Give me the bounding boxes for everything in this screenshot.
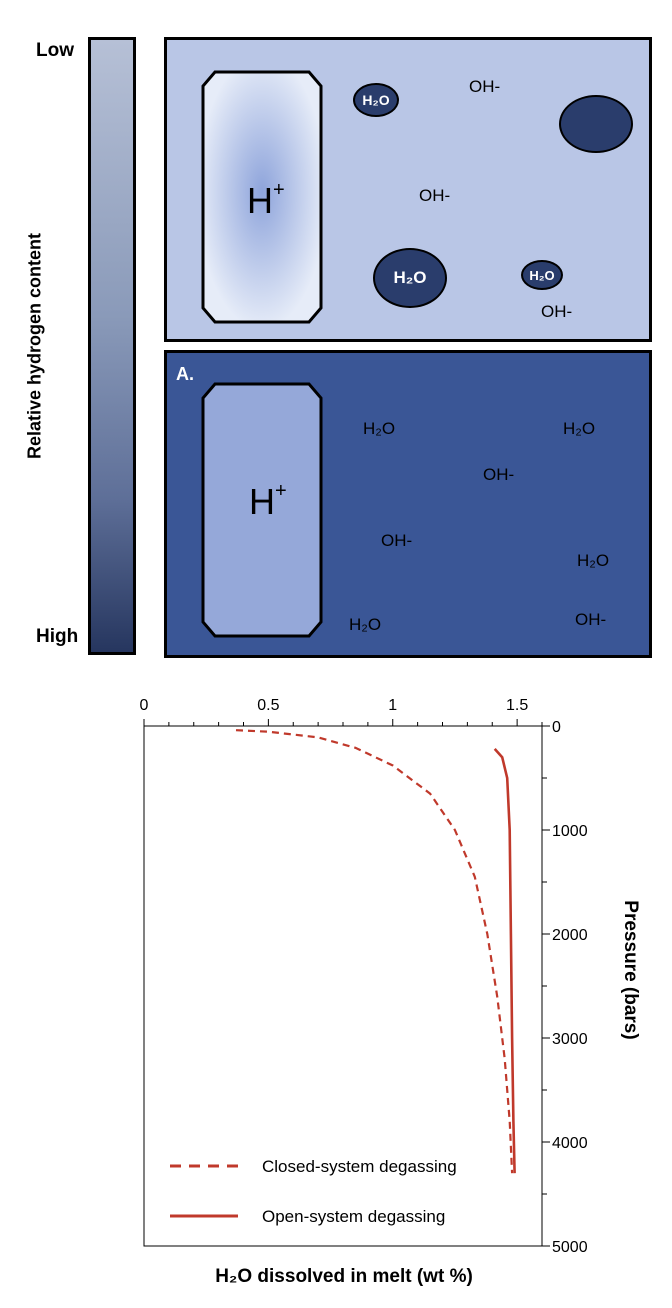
degassing-chart: 0 0.5 1 1.5 0 1000 2000 3000 4000 5000 Closed-syst… (140, 697, 588, 1256)
water-bubble: H₂O (521, 260, 563, 290)
legend-label: Closed-system degassing (262, 1157, 457, 1176)
y-tick-label: 0 (552, 719, 561, 736)
x-tick-label: 0.5 (257, 697, 279, 714)
x-axis-title: H₂O dissolved in melt (wt %) (215, 1266, 473, 1287)
h-plus-box-bottom (201, 382, 323, 638)
water-bubble: H₂O (373, 248, 447, 308)
hydroxyl-label: OH- (541, 302, 573, 321)
water-bubble: H₂O (353, 83, 399, 117)
hydroxyl-label: OH- (575, 610, 607, 629)
water-label: H₂O (563, 419, 596, 438)
open-system-curve (493, 748, 516, 1174)
water-label: H₂O (577, 551, 610, 570)
h-plus-box-top (201, 70, 323, 324)
y-tick-label: 3000 (552, 1031, 588, 1048)
hydroxyl-label: OH- (469, 77, 501, 96)
y-tick-label: 2000 (552, 927, 588, 944)
x-tick-label: 1 (388, 697, 397, 714)
legend-label: Open-system degassing (262, 1207, 445, 1226)
bottom-panel: H+ H₂O H₂O OH- OH- H₂O H₂O OH- (164, 350, 652, 658)
hydrogen-gradient-bar (88, 37, 136, 655)
closed-system-curve (235, 729, 514, 1174)
x-tick-label: 0 (140, 697, 149, 714)
water-label: H₂O (363, 419, 396, 438)
h-plus-label-bottom: H+ (249, 480, 287, 522)
hydroxyl-label: OH- (381, 531, 413, 550)
low-label: Low (36, 40, 74, 61)
hydroxyl-label: OH- (419, 186, 451, 205)
hydroxyl-label: OH- (483, 465, 515, 484)
water-bubble-large (559, 95, 633, 153)
y-tick-label: 4000 (552, 1135, 588, 1152)
high-label: High (36, 626, 79, 647)
water-label: H₂O (349, 615, 382, 634)
panel-a-label: A. (176, 364, 194, 384)
top-panel: H+ H₂O OH- OH- H₂O H₂O OH- (164, 37, 652, 342)
x-tick-label: 1.5 (506, 697, 528, 714)
y-tick-label: 1000 (552, 823, 588, 840)
h-plus-label-top: H+ (247, 179, 285, 221)
y-tick-label: 5000 (552, 1239, 588, 1256)
